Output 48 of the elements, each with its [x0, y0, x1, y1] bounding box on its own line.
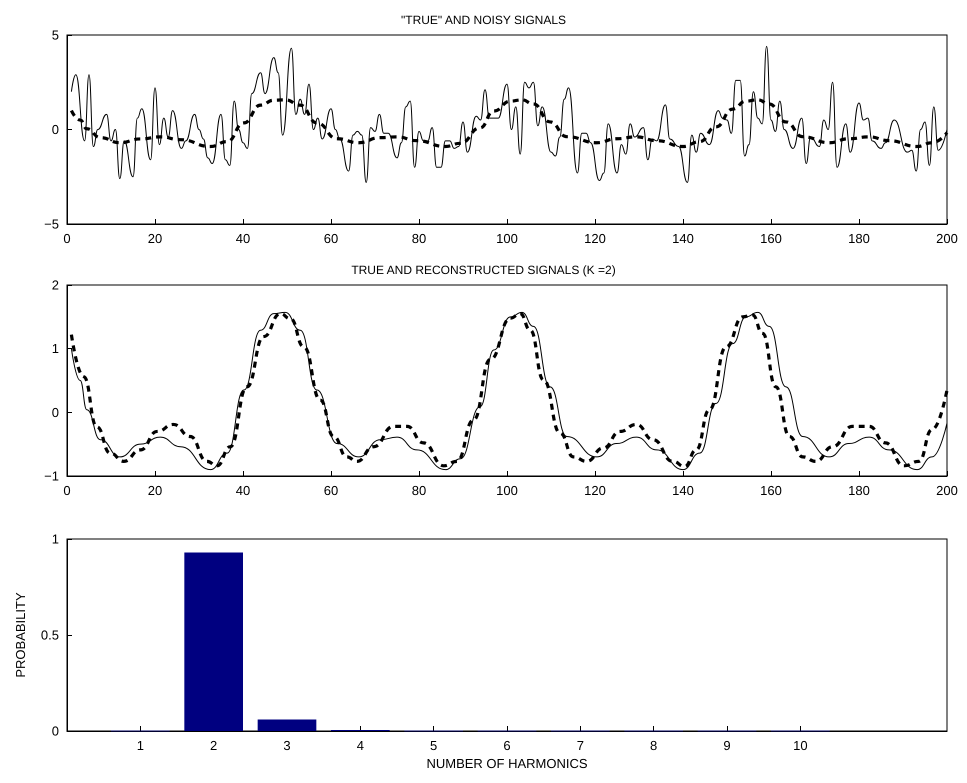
y-tick-label: −1 — [44, 468, 59, 484]
x-tick-label: 180 — [848, 231, 870, 246]
y-tick-label: 0.5 — [40, 628, 59, 642]
x-tick-label: 200 — [936, 231, 958, 246]
chart-title: TRUE AND RECONSTRUCTED SIGNALS (K =2) — [351, 263, 616, 277]
x-tick-label: 9 — [723, 738, 731, 753]
x-tick-label: 0 — [63, 483, 71, 498]
chart-title: "TRUE" AND NOISY SIGNALS — [400, 13, 566, 27]
y-tick-label: 0 — [52, 122, 59, 137]
x-tick-label: 120 — [584, 231, 606, 246]
x-tick-label: 100 — [496, 483, 518, 498]
x-tick-label: 140 — [672, 231, 694, 246]
y-tick-label: 0 — [52, 404, 59, 420]
bar — [258, 719, 316, 731]
y-axis-title: PROBABILITY — [13, 592, 28, 678]
x-tick-label: 60 — [324, 483, 338, 498]
x-tick-label: 140 — [672, 483, 694, 498]
y-tick-label: 1 — [52, 341, 59, 356]
x-tick-label: 80 — [412, 483, 426, 498]
x-tick-label: 40 — [236, 483, 250, 498]
x-tick-label: 20 — [148, 483, 162, 498]
x-tick-label: 160 — [760, 231, 782, 246]
x-tick-label: 1 — [136, 738, 144, 753]
x-tick-label: 6 — [503, 738, 511, 753]
x-tick-label: 5 — [430, 738, 438, 753]
y-tick-label: 2 — [52, 278, 59, 292]
x-tick-label: 200 — [936, 483, 958, 498]
x-tick-label: 60 — [324, 231, 338, 246]
x-tick-label: 180 — [848, 483, 870, 498]
y-tick-label: 0 — [52, 724, 59, 738]
x-axis-title: NUMBER OF HARMONICS — [426, 756, 588, 771]
y-tick-label: 5 — [52, 28, 59, 42]
x-tick-label: 100 — [496, 231, 518, 246]
x-tick-label: 120 — [584, 483, 606, 498]
x-tick-label: 8 — [650, 738, 658, 753]
y-tick-label: 1 — [52, 532, 59, 546]
bar — [184, 552, 243, 731]
x-tick-label: 80 — [412, 231, 426, 246]
x-tick-label: 4 — [356, 738, 364, 753]
x-tick-label: 7 — [576, 738, 584, 753]
x-tick-label: 40 — [236, 231, 250, 246]
x-tick-label: 160 — [760, 483, 782, 498]
x-tick-label: 2 — [210, 738, 218, 753]
x-tick-label: 10 — [793, 738, 808, 753]
x-tick-label: 0 — [63, 231, 71, 246]
x-tick-label: 20 — [148, 231, 162, 246]
y-tick-label: −5 — [44, 216, 59, 232]
x-tick-label: 3 — [283, 738, 291, 753]
